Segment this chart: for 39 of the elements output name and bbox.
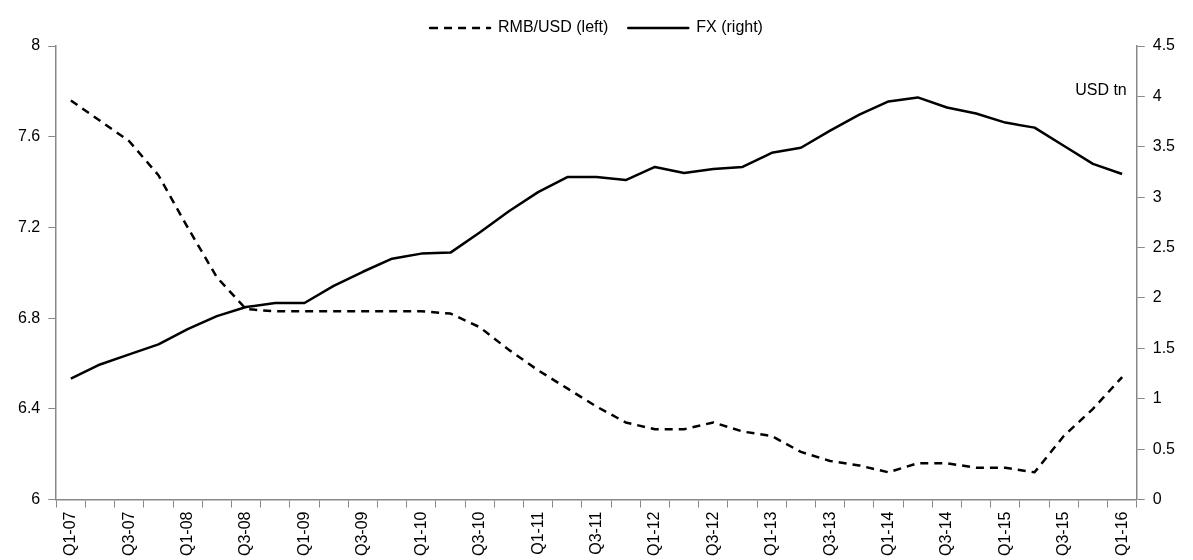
line-series <box>69 99 1124 474</box>
x-tick-label: Q1-13 <box>762 511 780 556</box>
y-tick-label: 6.4 <box>17 399 41 417</box>
legend-label: FX (right) <box>696 18 763 36</box>
x-tick-label: Q1-11 <box>528 511 546 555</box>
y-tick-label: 6.8 <box>17 308 41 326</box>
y-tick-label: 6 <box>31 489 41 507</box>
y2-tick-label: 3.5 <box>1152 137 1176 155</box>
legend-label: RMB/USD (left) <box>498 18 609 36</box>
x-tick-label: Q1-09 <box>294 511 312 556</box>
x-tick-label: Q3-10 <box>470 511 488 556</box>
x-tick-label: Q3-15 <box>1054 511 1072 556</box>
x-tick-label: Q1-12 <box>645 511 663 556</box>
y2-tick-label: 3 <box>1152 187 1162 205</box>
y2-tick-label: 2.5 <box>1152 237 1176 255</box>
x-tick-label: Q1-15 <box>995 511 1013 556</box>
x-tick-label: Q1-14 <box>878 511 896 556</box>
x-tick-label: Q1-08 <box>178 511 196 556</box>
y2-tick-label: 2 <box>1152 288 1162 306</box>
y2-tick-label: 0 <box>1152 489 1162 507</box>
y-tick-label: 7.2 <box>17 217 41 235</box>
y2-tick-label: 1 <box>1152 389 1162 407</box>
y2-tick-label: 0.5 <box>1152 439 1176 457</box>
x-tick-label: Q3-12 <box>703 511 721 556</box>
x-tick-label: Q3-07 <box>119 511 137 556</box>
y2-tick-label: 1.5 <box>1152 338 1176 356</box>
y2-axis-title: USD tn <box>1075 81 1127 99</box>
y2-tick-label: 4.5 <box>1152 36 1176 54</box>
x-tick-label: Q3-09 <box>353 511 371 556</box>
y-tick-label: 8 <box>31 36 41 54</box>
y-tick-label: 7.6 <box>17 127 41 145</box>
x-tick-label: Q3-11 <box>586 511 604 555</box>
x-tick-label: Q3-08 <box>236 511 254 556</box>
x-tick-label: Q1-10 <box>411 511 429 556</box>
x-tick-label: Q1-16 <box>1112 511 1130 556</box>
x-tick-label: Q3-13 <box>820 511 838 556</box>
x-tick-label: Q1-07 <box>61 511 79 556</box>
x-tick-label: Q3-14 <box>937 511 955 556</box>
y2-tick-label: 4 <box>1152 86 1162 104</box>
